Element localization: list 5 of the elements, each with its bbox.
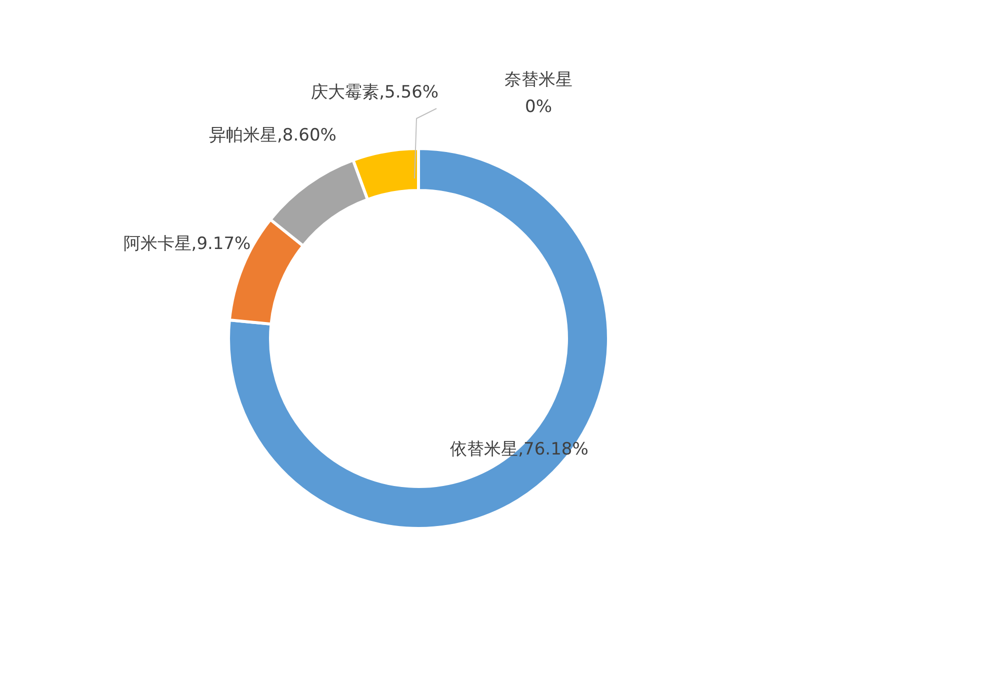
- slice-label: 异帕米星,8.60%: [209, 125, 336, 146]
- slice-label: 阿米卡星,9.17%: [123, 234, 251, 254]
- slice-label: 庆大霉素,5.56%: [311, 82, 439, 102]
- text: 0%: [525, 97, 552, 117]
- category-label: 奈替米星: [504, 70, 572, 90]
